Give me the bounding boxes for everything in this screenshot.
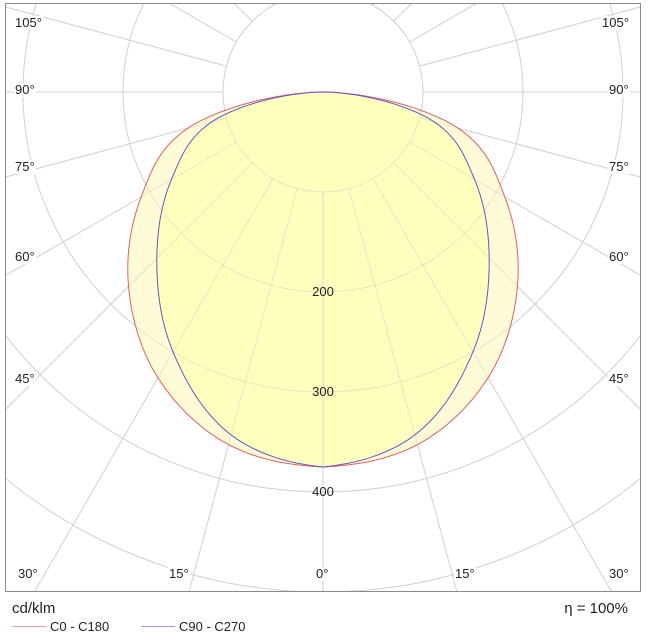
angle-label-left: 45° bbox=[14, 371, 36, 386]
radial-tick-label: 300 bbox=[312, 384, 334, 399]
legend-swatch-blue bbox=[141, 626, 175, 627]
angle-label-right: 105° bbox=[601, 15, 630, 30]
angle-label-right: 45° bbox=[608, 371, 630, 386]
c90-c270-fill bbox=[156, 92, 490, 467]
c90-c270-curve bbox=[156, 91, 490, 468]
angle-label-left: 15° bbox=[168, 566, 190, 581]
angle-label-left: 30° bbox=[17, 566, 39, 581]
angle-label-right: 90° bbox=[608, 82, 630, 97]
radial-tick-label: 200 bbox=[312, 284, 334, 299]
angle-label-left: 105° bbox=[14, 15, 43, 30]
legend-swatch-red bbox=[12, 626, 46, 627]
radial-tick-label: 400 bbox=[312, 484, 334, 499]
angle-label-left: 60° bbox=[14, 249, 36, 264]
angle-label-right: 30° bbox=[608, 566, 630, 581]
angle-label-left: 75° bbox=[14, 159, 36, 174]
legend-item-c90-c270: C90 - C270 bbox=[141, 619, 245, 634]
angle-label-right: 75° bbox=[608, 159, 630, 174]
angle-label-bottom: 0° bbox=[315, 566, 330, 581]
legend-label: C90 - C270 bbox=[179, 619, 246, 634]
efficiency-label: η = 100% bbox=[564, 600, 628, 617]
unit-label: cd/klm bbox=[12, 600, 56, 617]
legend-label: C0 - C180 bbox=[50, 619, 110, 634]
angle-label-right: 60° bbox=[608, 249, 630, 264]
legend-item-c0-c180: C0 - C180 bbox=[12, 619, 109, 634]
angle-label-right: 15° bbox=[454, 566, 476, 581]
angle-label-left: 90° bbox=[14, 82, 36, 97]
